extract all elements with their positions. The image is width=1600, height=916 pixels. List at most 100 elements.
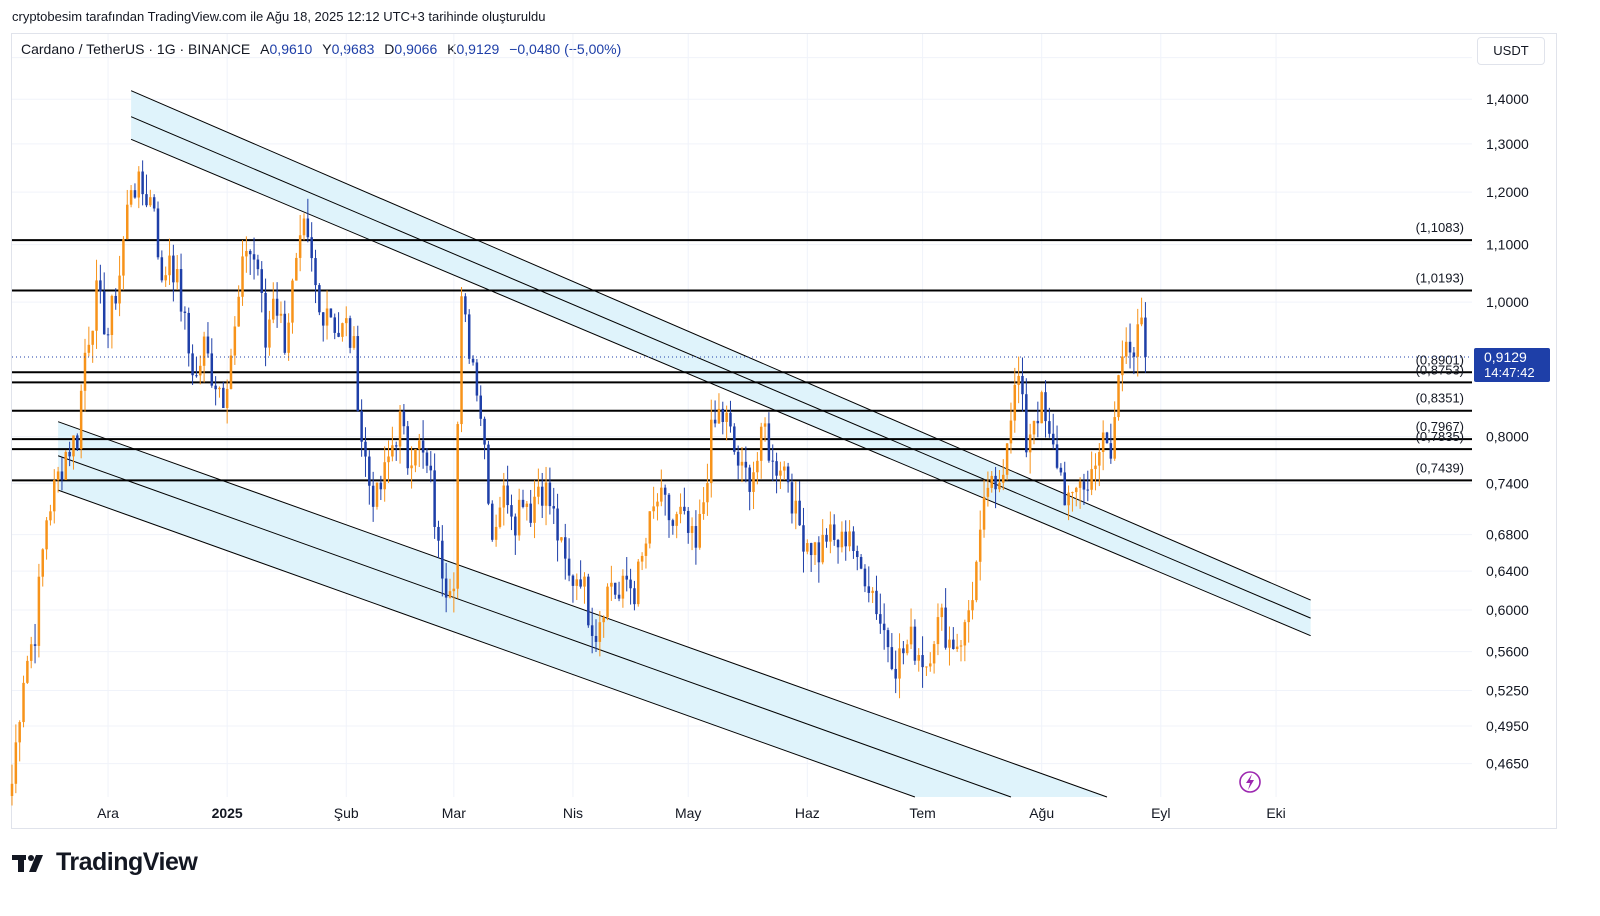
candle-body [1051,433,1055,445]
candle [744,446,748,483]
candle-body [544,482,548,506]
candle [41,548,44,587]
candle [99,264,102,304]
candle [656,493,659,521]
symbol-label[interactable]: Cardano / TetherUS · 1G · BINANCE [21,41,251,57]
candle-body [748,467,751,492]
x-tick-label: Nis [563,805,583,821]
close-value: 0,9129 [456,41,500,57]
candle-body [879,614,882,624]
candle [598,611,602,657]
currency-selector[interactable]: USDT [1477,37,1545,65]
candle [402,404,406,435]
candle-body [91,330,94,345]
candle-body [1144,317,1147,357]
last-price-badge [1474,348,1550,383]
candle-body [152,197,156,209]
candle [840,521,844,553]
candle-body [594,635,598,642]
candle-body [60,471,64,480]
candle [613,582,617,600]
candle-body [183,311,187,313]
candle [214,376,217,406]
candle-body [1048,421,1051,434]
candle [959,640,963,662]
candle-body [160,257,164,281]
candle-body [245,250,248,257]
candle [1028,423,1032,474]
candle-body [606,586,609,618]
candle-body [1028,434,1032,453]
event-bolt-icon[interactable] [1239,771,1261,793]
candle [391,426,394,462]
candle [222,381,225,409]
candle [798,481,801,526]
candle-body [759,426,763,461]
candle-body [940,607,944,618]
candle [375,482,379,510]
candle-body [786,466,790,483]
candle [471,355,475,366]
candle-body [1101,432,1105,452]
candle [398,404,402,464]
candle [429,451,433,483]
candle [1098,443,1101,487]
candle-body [452,588,456,592]
candle-body [729,412,732,427]
candle [456,421,459,599]
candle-body [644,543,648,556]
candle-body [187,312,190,354]
candle-body [1013,384,1017,421]
candle [663,484,667,516]
candle [479,385,482,427]
candle-body [360,411,363,442]
candle [1067,485,1070,521]
candle-body [1040,392,1043,424]
candle [510,494,513,531]
candle-body [345,318,348,324]
candle-body [652,506,655,512]
candle-body [610,582,613,587]
candle-body [863,568,867,587]
tradingview-logo[interactable]: TradingView [12,848,198,877]
candle-body [637,561,640,605]
candle-body [10,783,14,796]
candle-body [275,298,279,316]
candle [256,254,260,276]
y-axis[interactable]: 1,50001,40001,30001,20001,10001,00000,80… [1486,50,1529,772]
candle-body [525,503,529,507]
candle [525,500,529,521]
candle [60,457,64,491]
candle-body [333,317,336,333]
candle-body [533,496,536,523]
candle [68,441,71,467]
candle [967,600,970,643]
candle-body [368,456,371,486]
candle [10,764,14,806]
candle-body [905,644,909,654]
candle [1059,463,1063,476]
candle [364,427,367,477]
candle [521,489,525,509]
candle [225,379,229,424]
candle-body [414,449,417,466]
candle [494,514,498,547]
candle [352,326,356,350]
candle-body [978,529,982,562]
candle-body [110,295,114,336]
candle-body [579,579,582,587]
candle-body [460,296,463,425]
x-axis[interactable]: Ara 2025 Şub Mar Nis May Haz Tem Ağu Eyl Eki [97,805,1286,821]
candle [679,493,682,524]
upper-channel-mid-line [130,116,1311,619]
candle [713,400,717,428]
candle [110,294,114,349]
candle [856,545,859,571]
candle [1044,380,1047,438]
x-tick-label: Haz [795,805,820,821]
candle-body [713,419,717,424]
candle-body [387,456,390,463]
candle-body [22,682,25,723]
candle [1140,297,1143,327]
